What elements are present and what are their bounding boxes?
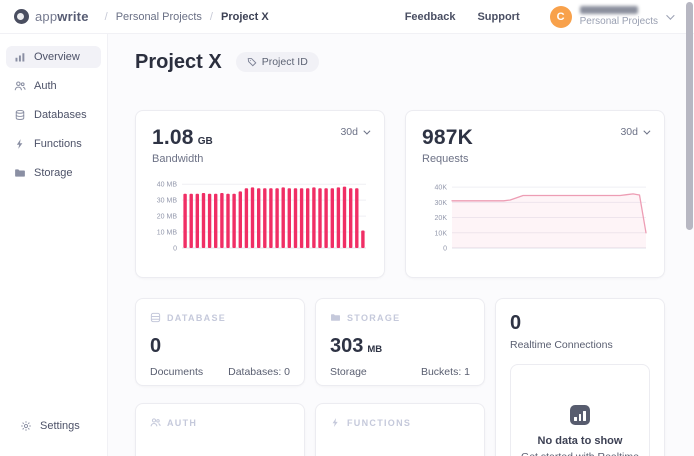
tag-icon <box>247 58 257 67</box>
sidebar-item-overview[interactable]: Overview <box>6 46 101 68</box>
svg-text:0: 0 <box>173 246 177 253</box>
chevron-down-icon <box>643 127 651 135</box>
realtime-connections-count: 0 <box>510 312 522 334</box>
svg-text:40 MB: 40 MB <box>157 182 178 189</box>
auth-card: AUTH <box>135 403 305 456</box>
user-org-label: Personal Projects <box>579 16 658 27</box>
bandwidth-unit: GB <box>197 136 213 147</box>
svg-text:40K: 40K <box>435 185 448 192</box>
sidebar: Overview Auth Databases Functions Storag… <box>0 34 108 456</box>
svg-text:30 MB: 30 MB <box>157 198 178 205</box>
realtime-connections-label: Realtime Connections <box>510 339 613 351</box>
bandwidth-value: 1.08 <box>152 126 194 149</box>
realtime-empty-state: No data to show Get started with Realtim… <box>510 364 650 456</box>
appwrite-logo-text: appwrite <box>35 9 89 24</box>
sidebar-item-label: Storage <box>34 167 73 179</box>
database-section-label: DATABASE <box>167 312 227 323</box>
project-id-badge[interactable]: Project ID <box>235 52 319 72</box>
bar-chart-icon <box>15 53 25 62</box>
functions-card: FUNCTIONS <box>315 403 485 456</box>
documents-label: Documents <box>150 366 204 378</box>
breadcrumb-project-x[interactable]: Project X <box>220 10 269 23</box>
sidebar-item-storage[interactable]: Storage <box>6 162 101 184</box>
database-card: DATABASE 0 Documents Databases: 0 <box>135 298 305 386</box>
storage-unit: MB <box>367 344 383 355</box>
top-header: appwrite / Personal Projects / Project X… <box>0 0 694 34</box>
user-name-blurred <box>579 6 638 14</box>
no-data-chart-icon <box>570 405 590 425</box>
database-icon <box>15 109 25 120</box>
buckets-count: Buckets: 1 <box>420 366 470 378</box>
sidebar-item-label: Settings <box>40 420 80 432</box>
svg-text:0: 0 <box>443 246 447 253</box>
databases-count: Databases: 0 <box>228 366 290 378</box>
svg-text:10K: 10K <box>435 230 448 237</box>
auth-section-label: AUTH <box>167 417 198 428</box>
sidebar-item-label: Databases <box>34 109 87 121</box>
user-menu[interactable]: C Personal Projects <box>549 5 675 28</box>
lightning-icon <box>16 139 23 149</box>
sidebar-item-auth[interactable]: Auth <box>6 75 101 97</box>
storage-value: 303 <box>330 335 364 357</box>
bandwidth-bar-chart: 0 10 MB 20 MB 30 MB 40 MB <box>157 182 366 253</box>
get-started-realtime-link[interactable]: Get started with Realtime <box>521 451 639 456</box>
requests-range-dropdown[interactable]: 30d <box>620 126 651 138</box>
project-id-badge-label: Project ID <box>261 56 308 68</box>
folder-icon <box>331 314 340 321</box>
storage-card: STORAGE 303 MB Storage Buckets: 1 <box>315 298 485 386</box>
folder-icon <box>15 169 25 177</box>
documents-count: 0 <box>150 335 162 357</box>
sidebar-item-label: Auth <box>34 80 57 92</box>
users-icon <box>14 81 26 91</box>
requests-card: 987K 30d Requests 0 10K 20K 30K 40K <box>405 110 665 278</box>
breadcrumb-separator: / <box>209 10 213 23</box>
page-title: Project X <box>135 50 222 73</box>
svg-text:10 MB: 10 MB <box>157 230 178 237</box>
users-icon <box>150 418 161 427</box>
storage-section-label: STORAGE <box>347 312 401 323</box>
appwrite-logo[interactable]: appwrite <box>14 9 89 24</box>
chevron-down-icon <box>666 10 675 20</box>
page-scrollbar-thumb[interactable] <box>686 2 693 230</box>
sidebar-item-settings[interactable]: Settings <box>12 415 95 437</box>
bandwidth-card: 1.08 GB 30d Bandwidth 0 10 MB 20 MB 30 MB 40… <box>135 110 385 278</box>
support-link[interactable]: Support <box>477 10 520 23</box>
breadcrumb: / Personal Projects / Project X <box>105 11 269 23</box>
sidebar-item-functions[interactable]: Functions <box>6 133 101 155</box>
requests-value: 987K <box>422 126 474 149</box>
requests-label: Requests <box>422 153 469 165</box>
page-scrollbar-track <box>684 0 694 456</box>
chevron-down-icon <box>363 127 371 135</box>
requests-line-chart: 0 10K 20K 30K 40K <box>435 185 647 253</box>
feedback-link[interactable]: Feedback <box>404 10 456 23</box>
svg-text:20 MB: 20 MB <box>157 214 178 221</box>
sidebar-item-label: Functions <box>34 138 82 150</box>
appwrite-logo-icon <box>14 9 29 24</box>
bandwidth-range-dropdown[interactable]: 30d <box>340 126 371 138</box>
breadcrumb-personal-projects[interactable]: Personal Projects <box>115 10 202 23</box>
requests-range-value: 30d <box>620 126 638 138</box>
sidebar-item-label: Overview <box>34 51 80 63</box>
bandwidth-range-value: 30d <box>340 126 358 138</box>
svg-text:20K: 20K <box>435 215 448 222</box>
main-content: Project X Project ID 1.08 GB 30d <box>108 34 694 456</box>
avatar: C <box>549 5 572 28</box>
storage-label: Storage <box>330 366 367 378</box>
functions-section-label: FUNCTIONS <box>347 417 412 428</box>
gear-icon <box>21 421 31 431</box>
realtime-card: 0 Realtime Connections No data to show G… <box>495 298 665 456</box>
bandwidth-label: Bandwidth <box>152 153 204 165</box>
no-data-title: No data to show <box>537 435 623 447</box>
breadcrumb-separator: / <box>104 10 108 23</box>
lightning-icon <box>332 418 338 427</box>
sidebar-item-databases[interactable]: Databases <box>6 104 101 126</box>
svg-text:30K: 30K <box>435 200 448 207</box>
database-icon <box>150 312 161 323</box>
